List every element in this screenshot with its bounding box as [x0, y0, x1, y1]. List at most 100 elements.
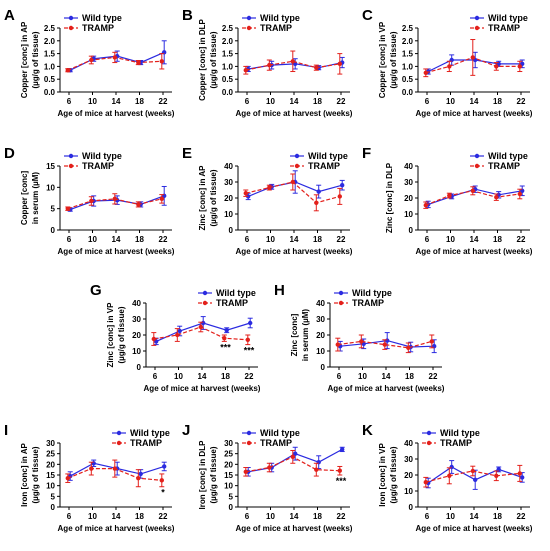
x-axis-label: Age of mice at harvest (weeks) — [236, 247, 353, 256]
x-tick-label: 18 — [313, 512, 322, 521]
chart-panel-f: F 0 10 20 30 40 6 10 14 18 22 Age of mice at harves… — [362, 145, 533, 256]
y-tick-label: 30 — [316, 315, 325, 324]
x-tick-label: 6 — [245, 97, 250, 106]
y-tick-label: 20 — [224, 460, 233, 469]
x-tick-label: 10 — [88, 512, 97, 521]
y-tick-label: 2.5 — [402, 24, 414, 33]
x-tick-label: 10 — [446, 512, 455, 521]
x-tick-label: 22 — [429, 372, 438, 381]
y-tick-label: 0.0 — [222, 88, 234, 97]
legend-swatch-marker — [474, 15, 480, 21]
data-point — [494, 64, 499, 69]
x-tick-label: 18 — [221, 372, 230, 381]
x-axis-label: Age of mice at harvest (weeks) — [416, 247, 533, 256]
y-tick-label: 5 — [51, 492, 56, 501]
legend-label: TRAMP — [82, 23, 114, 33]
y-tick-label: 0 — [51, 226, 56, 235]
legend-label: TRAMP — [308, 161, 340, 171]
y-tick-label: 10 — [404, 487, 413, 496]
y-tick-label: 0 — [229, 226, 234, 235]
y-axis-label: Iron [conc] in DLP — [198, 440, 207, 510]
y-axis-label: (µg/g of tissue) — [31, 31, 40, 88]
data-point — [65, 68, 71, 73]
y-axis-label: Iron [conc] in AP — [20, 442, 29, 506]
legend-label: Wild type — [216, 288, 256, 298]
y-tick-label: 5 — [51, 205, 56, 214]
panel-label: H — [274, 282, 285, 299]
x-tick-label: 22 — [159, 235, 168, 244]
data-point — [423, 480, 428, 485]
data-point — [245, 337, 250, 342]
panel-label: F — [362, 145, 371, 162]
data-point — [314, 65, 319, 70]
data-point — [314, 467, 319, 472]
y-tick-label: 10 — [132, 347, 141, 356]
data-point — [112, 196, 118, 202]
data-point — [136, 476, 141, 481]
x-tick-label: 22 — [245, 372, 254, 381]
y-axis-label: Copper [conc] in DLP — [198, 18, 207, 100]
y-tick-label: 1.5 — [44, 50, 56, 59]
data-point — [517, 471, 522, 476]
y-tick-label: 30 — [46, 439, 55, 448]
data-point — [222, 336, 227, 341]
y-tick-label: 2.0 — [222, 37, 234, 46]
data-point — [314, 200, 319, 205]
y-axis-label: Zinc [conc] — [290, 313, 299, 356]
legend-label: Wild type — [130, 428, 170, 438]
data-point — [65, 476, 71, 481]
data-point — [429, 339, 434, 344]
y-tick-label: 1.0 — [222, 62, 234, 71]
y-tick-label: 1.0 — [44, 62, 56, 71]
significance-marker: * — [161, 488, 165, 498]
y-tick-label: 20 — [404, 471, 413, 480]
y-tick-label: 15 — [46, 471, 55, 480]
y-axis-label: (µg/g of tissue) — [209, 446, 218, 503]
y-tick-label: 10 — [224, 482, 233, 491]
y-tick-label: 1.0 — [402, 62, 414, 71]
data-point — [65, 206, 71, 211]
x-tick-label: 6 — [67, 97, 72, 106]
data-point — [447, 193, 452, 198]
legend-swatch-marker — [202, 300, 208, 306]
data-point — [248, 320, 253, 326]
y-tick-label: 1.5 — [222, 50, 234, 59]
data-point — [243, 191, 248, 196]
y-tick-label: 10 — [46, 183, 55, 192]
y-tick-label: 20 — [132, 331, 141, 340]
x-tick-label: 14 — [470, 512, 479, 521]
data-point — [89, 57, 94, 63]
legend-label: TRAMP — [216, 298, 248, 308]
x-tick-label: 22 — [337, 97, 346, 106]
legend-label: TRAMP — [488, 23, 520, 33]
y-axis-label: (µg/g of tissue) — [209, 31, 218, 88]
y-axis-label: (µg/g of tissue) — [31, 446, 40, 503]
legend-label: TRAMP — [130, 438, 162, 448]
y-tick-label: 30 — [224, 178, 233, 187]
y-axis-label: Zinc [conc] in DLP — [385, 162, 394, 233]
x-tick-label: 18 — [493, 512, 502, 521]
panel-label: E — [182, 145, 192, 162]
data-point — [136, 60, 141, 65]
x-tick-label: 14 — [112, 97, 121, 106]
x-tick-label: 14 — [382, 372, 391, 381]
legend-swatch-marker — [116, 430, 122, 436]
series-line-tramp — [337, 340, 432, 349]
x-tick-label: 14 — [290, 235, 299, 244]
data-point — [517, 191, 522, 197]
chart-panel-e: E 0 10 20 30 40 6 10 14 18 22 Age of mice at harves… — [182, 145, 353, 256]
data-point — [243, 68, 248, 73]
data-point — [198, 324, 203, 330]
legend-label: TRAMP — [260, 438, 292, 448]
y-tick-label: 1.5 — [402, 50, 414, 59]
data-point — [243, 469, 248, 474]
data-point — [224, 328, 229, 333]
x-tick-label: 18 — [313, 235, 322, 244]
x-tick-label: 14 — [470, 235, 479, 244]
x-tick-label: 10 — [358, 372, 367, 381]
data-point — [340, 183, 345, 188]
y-tick-label: 20 — [224, 194, 233, 203]
y-axis-label: in serum (µM) — [31, 172, 40, 225]
data-point — [337, 194, 342, 199]
